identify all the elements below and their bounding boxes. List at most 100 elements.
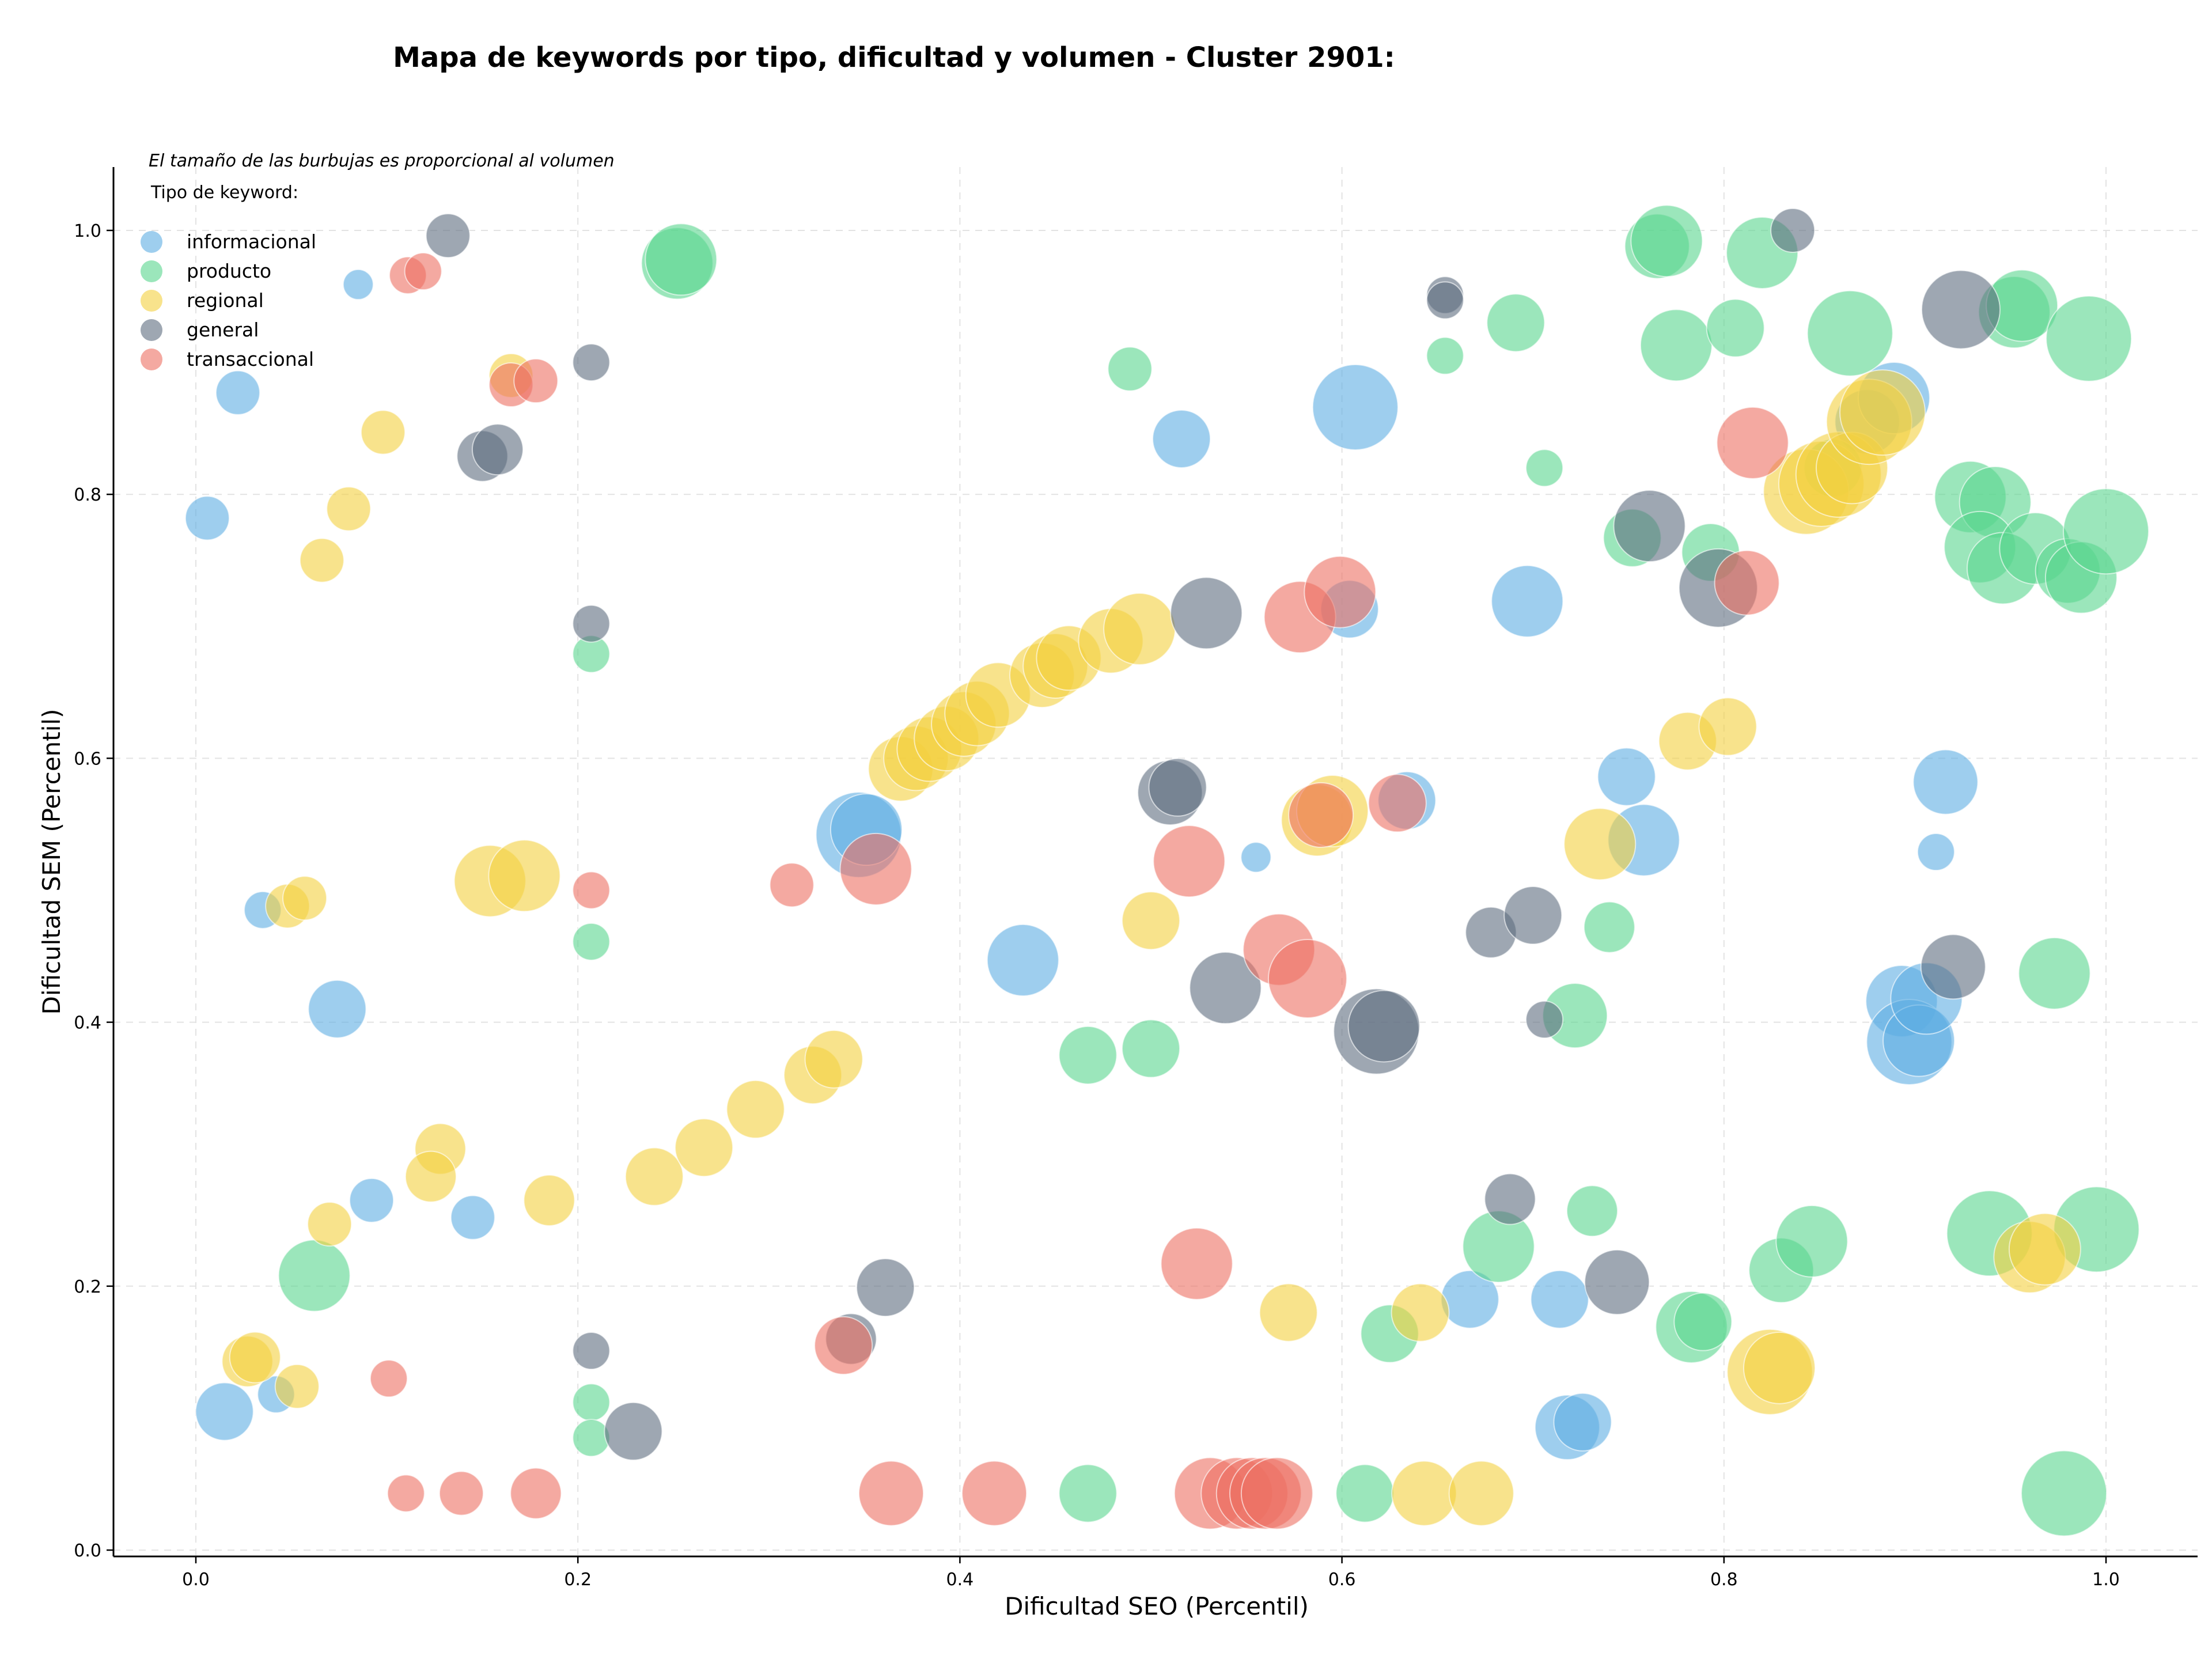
- bubble-general: [1148, 757, 1207, 817]
- bubble-general: [1347, 990, 1421, 1063]
- x-axis-label: Dificultad SEO (Percentil): [1005, 1592, 1309, 1620]
- bubble-regional: [675, 1118, 734, 1177]
- bubble-transaccional: [1240, 1457, 1313, 1530]
- bubble-producto: [2063, 488, 2149, 575]
- legend-marker-regional: [141, 290, 162, 312]
- bubble-producto: [1525, 449, 1564, 487]
- bubble-informacional: [195, 1382, 254, 1441]
- bubble-informacional: [986, 923, 1059, 997]
- legend-label-general: general: [187, 319, 259, 341]
- x-tick-label: 0.2: [564, 1570, 592, 1590]
- bubble-producto: [572, 922, 611, 961]
- bubble-regional: [282, 876, 328, 921]
- bubble-producto: [1806, 290, 1893, 377]
- bubble-producto: [1583, 901, 1635, 953]
- bubble-transaccional: [1368, 774, 1427, 833]
- bubble-transaccional: [961, 1460, 1028, 1526]
- bubble-general: [1189, 952, 1262, 1025]
- bubble-informacional: [1916, 833, 1955, 872]
- bubble-regional: [523, 1174, 575, 1226]
- legend-label-regional: regional: [187, 289, 264, 312]
- y-tick-label: 0.0: [74, 1541, 101, 1561]
- bubble-producto: [1706, 298, 1765, 358]
- y-tick-label: 0.6: [74, 749, 101, 769]
- bubble-transaccional: [1288, 782, 1354, 848]
- bubble-producto: [1058, 1025, 1118, 1085]
- y-tick-label: 0.4: [74, 1013, 101, 1033]
- bubble-regional: [404, 1150, 457, 1203]
- bubble-informacional: [184, 495, 230, 541]
- x-tick-label: 0.4: [946, 1570, 974, 1590]
- bubble-regional: [1448, 1460, 1514, 1526]
- bubble-regional: [1259, 1283, 1318, 1342]
- legend-label-transaccional: transaccional: [187, 348, 314, 370]
- bubble-informacional: [450, 1195, 495, 1240]
- bubble-general: [1503, 886, 1563, 945]
- bubble-regional: [1391, 1460, 1457, 1526]
- y-tick-label: 1.0: [74, 221, 101, 241]
- bubble-producto: [1486, 293, 1546, 353]
- bubble-producto: [1639, 309, 1713, 382]
- bubble-regional: [1103, 592, 1176, 665]
- bubble-transaccional: [572, 871, 611, 910]
- bubble-transaccional: [769, 862, 815, 908]
- bubble-general: [1584, 1249, 1650, 1315]
- bubble-transaccional: [1160, 1227, 1233, 1300]
- bubble-producto: [1058, 1464, 1118, 1523]
- bubble-regional: [1698, 697, 1758, 756]
- bubble-producto: [1122, 1019, 1180, 1078]
- bubble-informacional: [349, 1177, 395, 1223]
- bubble-transaccional: [814, 1316, 873, 1375]
- legend-marker-general: [141, 319, 162, 341]
- x-tick-label: 1.0: [2092, 1570, 2120, 1590]
- bubble-producto: [1566, 1185, 1618, 1237]
- bubble-producto: [1630, 204, 1703, 278]
- bubble-regional: [307, 1202, 353, 1247]
- bubble-general: [1426, 281, 1464, 320]
- bubble-transaccional: [1304, 555, 1377, 628]
- legend-title: Tipo de keyword:: [150, 183, 298, 203]
- bubble-producto: [645, 223, 718, 296]
- bubble-regional: [1839, 369, 1926, 456]
- bubble-transaccional: [438, 1471, 484, 1516]
- bubble-transaccional: [369, 1359, 408, 1398]
- bubble-regional: [1122, 891, 1180, 950]
- bubble-informacional: [308, 979, 367, 1039]
- bubble-producto: [278, 1239, 351, 1312]
- bubble-producto: [1673, 1292, 1733, 1351]
- bubble-general: [1921, 270, 2001, 350]
- bubble-general: [1484, 1173, 1536, 1225]
- bubble-regional: [1563, 808, 1637, 881]
- legend-marker-transaccional: [141, 348, 162, 370]
- bubble-producto: [1775, 1204, 1849, 1278]
- legend: Tipo de keyword: informacional producto re…: [141, 183, 316, 370]
- bubble-regional: [1391, 1283, 1450, 1342]
- legend-marker-informacional: [141, 231, 162, 253]
- size-annotation: El tamaño de las burbujas es proporciona…: [149, 151, 615, 171]
- bubble-informacional: [1553, 1392, 1612, 1452]
- legend-marker-producto: [141, 260, 162, 282]
- bubble-producto: [2021, 1450, 2108, 1537]
- bubble-general: [1525, 1001, 1564, 1039]
- bubble-regional: [229, 1331, 281, 1384]
- x-tick-label: 0.0: [182, 1570, 210, 1590]
- bubble-transaccional: [1716, 406, 1789, 479]
- bubble-producto: [572, 1419, 611, 1457]
- bubble-general: [1613, 490, 1686, 563]
- bubble-transaccional: [1267, 938, 1347, 1018]
- bubble-transaccional: [404, 252, 442, 291]
- axes: [112, 167, 2198, 1558]
- bubble-regional: [299, 537, 344, 583]
- x-tick-label: 0.6: [1328, 1570, 1356, 1590]
- bubble-transaccional: [1153, 825, 1226, 898]
- bubble-general: [856, 1258, 915, 1317]
- bubble-regional: [804, 1029, 863, 1089]
- bubble-producto: [572, 1383, 611, 1422]
- legend-label-producto: producto: [187, 260, 271, 282]
- bubble-producto: [2018, 937, 2091, 1010]
- bubble-general: [471, 423, 524, 476]
- bubble-regional: [360, 410, 406, 455]
- bubble-producto: [2046, 295, 2133, 382]
- bubble-informacional: [1312, 363, 1399, 450]
